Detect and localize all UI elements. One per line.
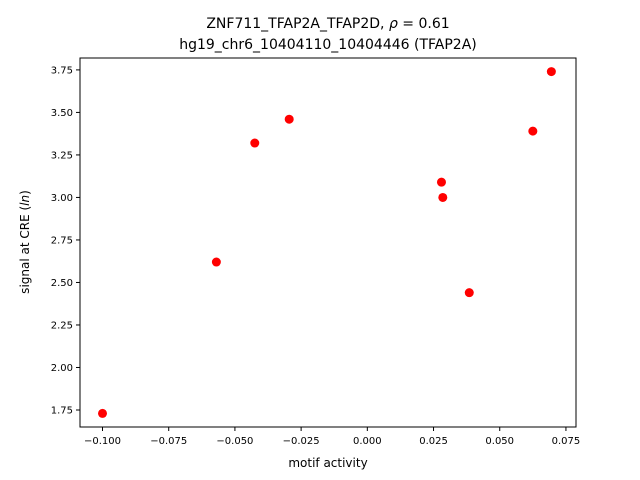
data-point [464,288,474,298]
y-tick-label: 3.00 [51,193,73,204]
data-point [284,114,294,124]
x-axis-label: motif activity [288,456,367,470]
chart-title-line2: hg19_chr6_10404110_10404446 (TFAP2A) [179,37,477,53]
x-tick-label: −0.025 [283,436,320,447]
y-axis-label: signal at CRE (ln) [18,190,32,294]
y-tick-label: 2.50 [51,278,73,289]
y-tick-label: 2.25 [51,320,73,331]
y-tick-label: 3.50 [51,108,73,119]
y-axis-ticks: 1.75 2.00 2.25 2.50 2.75 3.00 3.25 3.50 3.75 [51,65,80,416]
x-tick-label: −0.100 [84,436,121,447]
data-point [250,138,260,148]
data-point [98,408,108,418]
chart-title-line1: ZNF711_TFAP2A_TFAP2D, ρ = 0.61 [206,16,449,32]
data-points [98,67,556,418]
y-tick-label: 3.75 [51,65,73,76]
x-tick-label: 0.050 [485,436,514,447]
x-tick-label: 0.025 [419,436,448,447]
axes-frame [79,57,577,428]
y-tick-label: 2.75 [51,235,73,246]
y-tick-label: 1.75 [51,405,73,416]
x-tick-label: 0.075 [552,436,581,447]
data-point [438,192,448,202]
x-tick-label: −0.075 [150,436,187,447]
data-point [528,126,538,136]
y-tick-label: 2.00 [51,363,73,374]
plot-area [79,57,577,428]
y-tick-label: 3.25 [51,150,73,161]
x-tick-label: −0.050 [216,436,253,447]
data-point [436,177,446,187]
data-point [546,67,556,77]
x-axis-ticks: −0.100 −0.075 −0.050 −0.025 0.000 0.025 0.050 0… [84,427,580,447]
x-tick-label: 0.000 [353,436,382,447]
data-point [211,257,221,267]
